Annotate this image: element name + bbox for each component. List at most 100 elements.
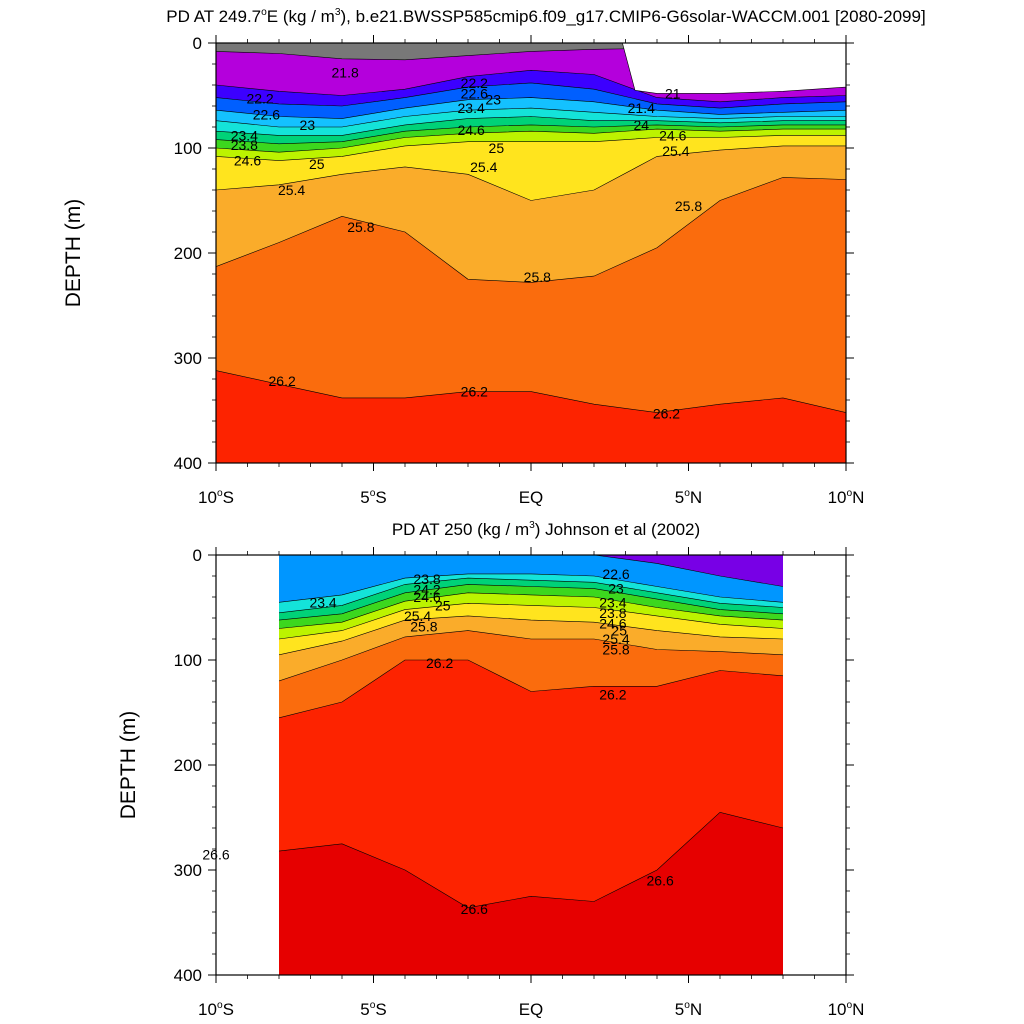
contour-label: 24.2 bbox=[413, 582, 440, 598]
contour-label: 23.8 bbox=[599, 605, 626, 621]
contour-line bbox=[216, 69, 846, 103]
contour-label: 24.6 bbox=[599, 615, 626, 631]
contour-label: 25.4 bbox=[470, 159, 497, 175]
chart-title: PD AT 249.7oE (kg / m3), b.e21.BWSSP585c… bbox=[166, 7, 925, 26]
y-axis: 0 100 200 300 400 DEPTH (m) bbox=[117, 546, 854, 985]
contour-line bbox=[279, 592, 783, 629]
y-tick-label: 0 bbox=[193, 34, 202, 53]
contour-label: 26.2 bbox=[599, 687, 626, 703]
y-tick-label: 400 bbox=[174, 454, 202, 473]
x-tick-label: 10oN bbox=[828, 488, 865, 507]
contour-band bbox=[216, 124, 846, 153]
contour-band bbox=[216, 97, 846, 127]
upper-contour-panel: PD AT 249.7oE (kg / m3), b.e21.BWSSP585c… bbox=[62, 7, 926, 507]
contour-label: 25.8 bbox=[410, 618, 437, 634]
contour-line bbox=[216, 107, 846, 128]
contour-band bbox=[279, 615, 783, 681]
contour-band bbox=[216, 370, 846, 463]
contour-line bbox=[279, 602, 783, 640]
x-tick-label: 10oN bbox=[828, 1000, 865, 1019]
contour-label: 26.2 bbox=[461, 384, 488, 400]
x-tick-label: EQ bbox=[519, 1000, 544, 1019]
contour-band bbox=[216, 108, 846, 136]
contour-label: 25.4 bbox=[662, 143, 689, 159]
contour-label: 26.6 bbox=[461, 901, 488, 917]
x-axis: 10oS 5oS EQ 5oN 10oN bbox=[198, 547, 864, 1019]
contour-band bbox=[216, 116, 846, 144]
contour-label: 25.8 bbox=[675, 198, 702, 214]
contour-label: 25.4 bbox=[602, 631, 629, 647]
x-tick-label: 10oS bbox=[198, 1000, 234, 1019]
x-tick-label: 10oS bbox=[198, 488, 234, 507]
contour-line bbox=[279, 630, 783, 682]
contour-line bbox=[216, 116, 846, 136]
contour-band bbox=[216, 70, 846, 109]
contour-label: 26.2 bbox=[426, 655, 453, 671]
x-tick-label: 5oS bbox=[360, 1000, 386, 1019]
contour-line bbox=[279, 811, 783, 909]
contour-label: 22.6 bbox=[253, 106, 280, 122]
x-tick-label: 5oS bbox=[360, 488, 386, 507]
contour-fill bbox=[216, 43, 846, 463]
contour-label: 26.6 bbox=[647, 873, 674, 889]
contour-line bbox=[216, 370, 846, 413]
contour-label: 21.4 bbox=[628, 100, 655, 116]
contour-label: 23 bbox=[608, 581, 624, 597]
contour-band bbox=[216, 145, 846, 283]
contour-band bbox=[216, 177, 846, 413]
contour-band bbox=[279, 812, 783, 975]
y-axis-label: DEPTH (m) bbox=[117, 711, 140, 820]
y-tick-label: 200 bbox=[174, 756, 202, 775]
contour-label: 25 bbox=[489, 140, 505, 156]
contour-label: 23.8 bbox=[413, 571, 440, 587]
contour-label: 22.6 bbox=[602, 566, 629, 582]
contour-line bbox=[216, 145, 846, 201]
contour-label: 25 bbox=[611, 623, 627, 639]
y-tick-label: 100 bbox=[174, 651, 202, 670]
contour-band bbox=[216, 82, 846, 119]
contour-label: 23.8 bbox=[231, 137, 258, 153]
contour-line bbox=[279, 577, 783, 614]
contour-label: 26.2 bbox=[269, 373, 296, 389]
contour-label: 25.8 bbox=[524, 269, 551, 285]
contour-line bbox=[279, 615, 783, 656]
contour-label: 25 bbox=[435, 597, 451, 613]
contour-line bbox=[279, 573, 783, 603]
contour-line bbox=[279, 584, 783, 621]
contour-band bbox=[279, 660, 783, 908]
contour-line bbox=[216, 128, 846, 153]
lower-contour-panel: PD AT 250 (kg / m3) Johnson et al (2002)… bbox=[117, 520, 864, 1019]
contour-line bbox=[216, 82, 846, 109]
contour-label: 23.4 bbox=[309, 594, 336, 610]
contour-label: 24.6 bbox=[413, 589, 440, 605]
y-tick-label: 300 bbox=[174, 861, 202, 880]
contour-label: 23.4 bbox=[231, 127, 258, 143]
contour-label: 25.4 bbox=[278, 182, 305, 198]
contour-label: 24.6 bbox=[234, 153, 261, 169]
contour-band bbox=[279, 584, 783, 629]
contour-label: 23 bbox=[485, 92, 501, 108]
contour-band bbox=[279, 630, 783, 718]
contour-label: 22.6 bbox=[461, 85, 488, 101]
contour-label: 25.4 bbox=[404, 608, 431, 624]
contour-label: 24 bbox=[633, 117, 649, 133]
y-tick-label: 200 bbox=[174, 244, 202, 263]
contour-label: 24.6 bbox=[458, 122, 485, 138]
contour-labels: 21.822.222.222.622.6232323.423.423.824.6… bbox=[231, 64, 703, 421]
y-axis: 0 100 200 300 400 DEPTH (m) bbox=[62, 34, 854, 473]
contour-band bbox=[279, 573, 783, 613]
y-tick-label: 300 bbox=[174, 349, 202, 368]
contour-label: 22.2 bbox=[246, 91, 273, 107]
contour-labels: 23.423.824.224.62525.425.826.222.62323.4… bbox=[202, 566, 674, 917]
chart-title: PD AT 250 (kg / m3) Johnson et al (2002) bbox=[392, 520, 700, 539]
contour-label: 25.8 bbox=[347, 219, 374, 235]
contour-line bbox=[279, 555, 783, 587]
y-tick-label: 100 bbox=[174, 139, 202, 158]
x-tick-label: 5oN bbox=[675, 488, 702, 507]
contour-label: 21.8 bbox=[332, 64, 359, 80]
contour-label: 22.2 bbox=[461, 75, 488, 91]
contour-band bbox=[216, 129, 846, 161]
contour-band bbox=[279, 592, 783, 639]
x-tick-label: EQ bbox=[519, 488, 544, 507]
